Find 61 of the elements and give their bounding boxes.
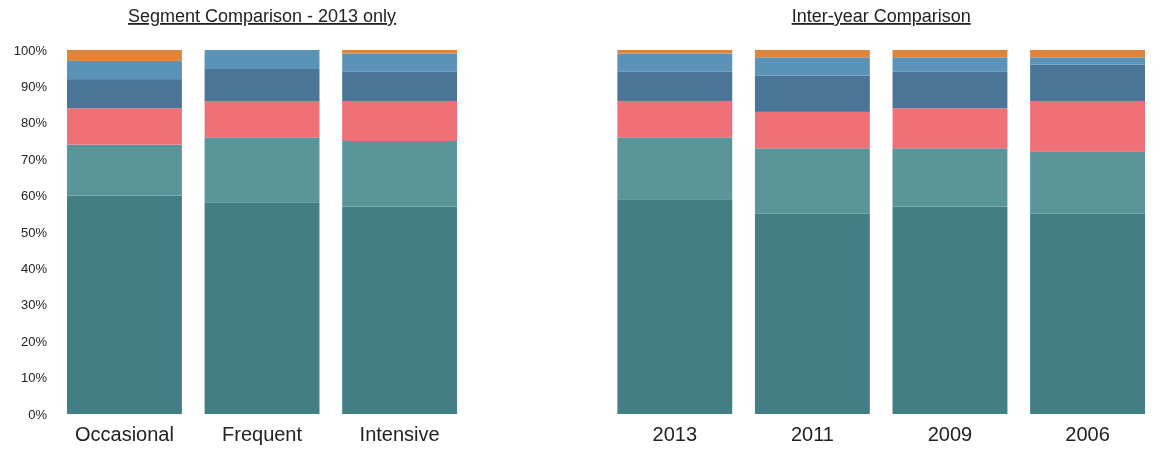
bar bbox=[204, 100, 320, 138]
bar bbox=[617, 53, 733, 72]
y-tick-label: 30% bbox=[20, 297, 48, 313]
x-tick-label: Occasional bbox=[74, 423, 174, 445]
bar bbox=[1030, 57, 1145, 65]
bar bbox=[1030, 64, 1145, 101]
bar bbox=[342, 50, 458, 54]
x-tick-label: 2011 bbox=[790, 423, 834, 445]
bar bbox=[1030, 100, 1145, 152]
bar bbox=[617, 137, 733, 200]
bar bbox=[617, 71, 733, 101]
bar bbox=[1030, 151, 1145, 214]
y-tick-label: 20% bbox=[20, 333, 48, 349]
x-tick-label: 2009 bbox=[927, 423, 973, 445]
bar bbox=[754, 213, 870, 414]
y-tick-label: 50% bbox=[20, 224, 48, 240]
chart-title: Segment Comparison - 2013 only bbox=[127, 6, 397, 26]
bar bbox=[892, 206, 1008, 414]
bar bbox=[342, 141, 458, 207]
bar bbox=[67, 144, 182, 196]
bar bbox=[754, 148, 870, 214]
bar bbox=[892, 108, 1008, 149]
bar bbox=[754, 57, 870, 76]
x-tick-label: Frequent bbox=[222, 423, 303, 445]
y-tick-label: 80% bbox=[20, 115, 48, 131]
bar bbox=[617, 50, 733, 54]
text: Inter-year Comparison bbox=[791, 6, 971, 26]
bar bbox=[754, 50, 870, 58]
y-tick-label: 0% bbox=[28, 406, 48, 422]
bar bbox=[754, 75, 870, 112]
bar bbox=[67, 60, 182, 80]
bar bbox=[892, 57, 1008, 72]
y-tick-label: 70% bbox=[20, 151, 48, 167]
bar bbox=[617, 199, 733, 414]
x-tick-label: 2013 bbox=[652, 423, 698, 445]
bar bbox=[754, 111, 870, 149]
bar bbox=[617, 100, 733, 138]
y-tick-label: 90% bbox=[20, 79, 48, 95]
bar bbox=[204, 50, 320, 69]
bar bbox=[892, 148, 1008, 207]
y-tick-label: 100% bbox=[13, 42, 48, 58]
bar bbox=[1030, 50, 1145, 58]
bar bbox=[892, 50, 1008, 58]
y-tick-label: 10% bbox=[20, 370, 48, 386]
bar bbox=[204, 137, 320, 203]
bar bbox=[342, 206, 458, 414]
bar bbox=[67, 195, 182, 414]
bar bbox=[342, 71, 458, 101]
bar bbox=[342, 53, 458, 72]
bar bbox=[204, 68, 320, 101]
bar bbox=[67, 79, 182, 109]
bar bbox=[342, 100, 458, 141]
x-tick-label: Intensive bbox=[359, 423, 440, 445]
bar bbox=[67, 50, 182, 61]
y-tick-label: 40% bbox=[20, 261, 48, 277]
bar bbox=[204, 202, 320, 414]
x-tick-label: 2006 bbox=[1065, 423, 1110, 445]
bar bbox=[1030, 213, 1145, 414]
y-tick-label: 60% bbox=[20, 188, 48, 204]
bar bbox=[67, 108, 182, 145]
bar bbox=[892, 71, 1008, 109]
